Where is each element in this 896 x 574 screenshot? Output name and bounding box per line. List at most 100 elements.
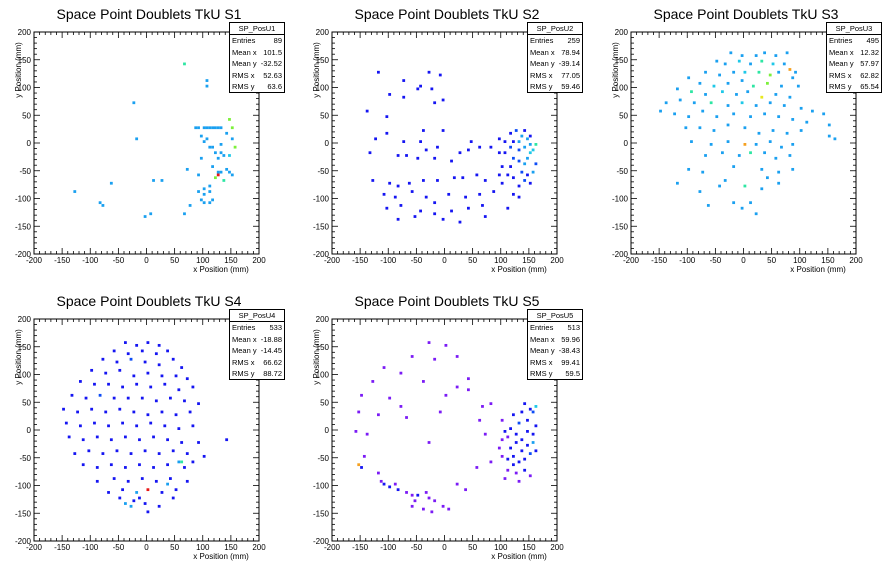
x-axis-title: x Position (mm) (193, 265, 249, 274)
histogram-bin (379, 479, 383, 483)
histogram-bin (512, 454, 515, 458)
histogram-bin (140, 477, 144, 480)
histogram-bin (478, 192, 482, 196)
histogram-bin (732, 165, 736, 168)
histogram-bin (777, 70, 781, 74)
histogram-bin (464, 195, 467, 199)
histogram-bin (407, 181, 411, 185)
histogram-bin (433, 499, 437, 503)
y-tick-label: 50 (320, 111, 329, 120)
histogram-bin (531, 441, 535, 444)
histogram-bin (450, 159, 453, 163)
histogram-bin (500, 438, 504, 442)
histogram-bin (763, 51, 766, 55)
histogram-bin (197, 402, 200, 406)
histogram-bin (135, 424, 139, 428)
histogram-bin (377, 413, 380, 417)
x-tick-label: -50 (710, 256, 722, 265)
histogram-bin (121, 421, 124, 425)
y-tick-label: -200 (313, 250, 330, 259)
histogram-bin (205, 84, 209, 88)
histogram-bin (489, 460, 493, 464)
x-tick-label: 0 (741, 256, 746, 265)
x-tick-label: -150 (54, 543, 71, 552)
histogram-bin (503, 151, 507, 155)
histogram-bin (174, 488, 178, 492)
histogram-panel-1: Space Point Doublets TkU S1 -200 -200 -150-… (0, 0, 298, 287)
histogram-bin (399, 405, 403, 408)
histogram-bin (104, 371, 108, 375)
histogram-bin (444, 343, 448, 347)
histogram-bin (427, 496, 431, 500)
histogram-bin (676, 87, 679, 91)
histogram-bin (774, 93, 778, 96)
histogram-bin (107, 424, 110, 428)
histogram-bin (171, 357, 175, 361)
histogram-bin (157, 504, 161, 508)
stats-value: 57.97 (860, 59, 879, 69)
histogram-bin (388, 181, 392, 185)
histogram-bin (737, 154, 741, 157)
histogram-bin (222, 179, 226, 182)
histogram-bin (166, 349, 169, 353)
histogram-bin (424, 148, 428, 152)
histogram-bin (749, 62, 752, 66)
stats-value: 59.96 (561, 334, 580, 344)
histogram-bin (202, 126, 206, 130)
x-tick-label: -100 (380, 543, 397, 552)
histogram-bin (422, 380, 425, 383)
histogram-bin (177, 427, 181, 430)
histogram-bin (166, 463, 169, 467)
stats-box: SP_PosU3 Entries 495 Mean x 12.32 Mean y 57.97… (826, 22, 882, 94)
histogram-bin (388, 93, 392, 96)
histogram-bin (483, 432, 487, 436)
histogram-bin (194, 126, 198, 130)
plot-frame (33, 31, 260, 255)
histogram-bin (766, 81, 769, 85)
y-tick-label: -200 (612, 250, 629, 259)
histogram-bin (788, 154, 792, 157)
histogram-bin (95, 479, 99, 483)
stats-value: 66.62 (263, 357, 282, 367)
histogram-bin (219, 151, 223, 155)
histogram-bin (782, 62, 786, 66)
histogram-bin (726, 104, 730, 107)
histogram-bin (73, 190, 77, 193)
stats-value: 89 (273, 36, 282, 46)
histogram-bin (374, 137, 377, 141)
histogram-bin (740, 206, 744, 210)
x-tick-label: 100 (196, 543, 210, 552)
stats-row: Mean x 101.5 (230, 47, 284, 58)
y-tick-label: -150 (15, 222, 32, 231)
histogram-bin (749, 201, 752, 205)
stats-histogram-name: SP_PosU4 (230, 310, 284, 323)
histogram-bin (377, 471, 380, 475)
histogram-bin (230, 173, 234, 177)
stats-row: RMS y 59.5 (528, 368, 582, 379)
histogram-bin (422, 129, 425, 132)
histogram-bin (763, 112, 766, 116)
stats-row: RMS x 52.63 (230, 70, 284, 81)
histogram-bin (526, 430, 529, 433)
histogram-bin (732, 112, 736, 116)
y-tick-label: 150 (18, 343, 32, 352)
histogram-bin (135, 137, 139, 141)
histogram-bin (143, 502, 147, 505)
histogram-bin (760, 59, 764, 63)
y-axis-title: y Position (mm) (312, 329, 321, 385)
x-tick-label: -200 (324, 543, 341, 552)
histogram-bin (757, 70, 761, 74)
histogram-bin (534, 405, 538, 408)
histogram-bin (197, 126, 200, 130)
histogram-bin (205, 79, 209, 82)
histogram-bin (464, 488, 467, 492)
x-tick-label: 50 (468, 543, 477, 552)
histogram-bin (104, 410, 108, 414)
histogram-bin (180, 460, 184, 464)
stats-label: Entries (829, 36, 853, 46)
histogram-bin (704, 93, 707, 96)
histogram-bin (743, 143, 747, 146)
histogram-bin (523, 179, 527, 182)
histogram-bin (517, 479, 521, 483)
stats-label: RMS x (829, 70, 852, 80)
